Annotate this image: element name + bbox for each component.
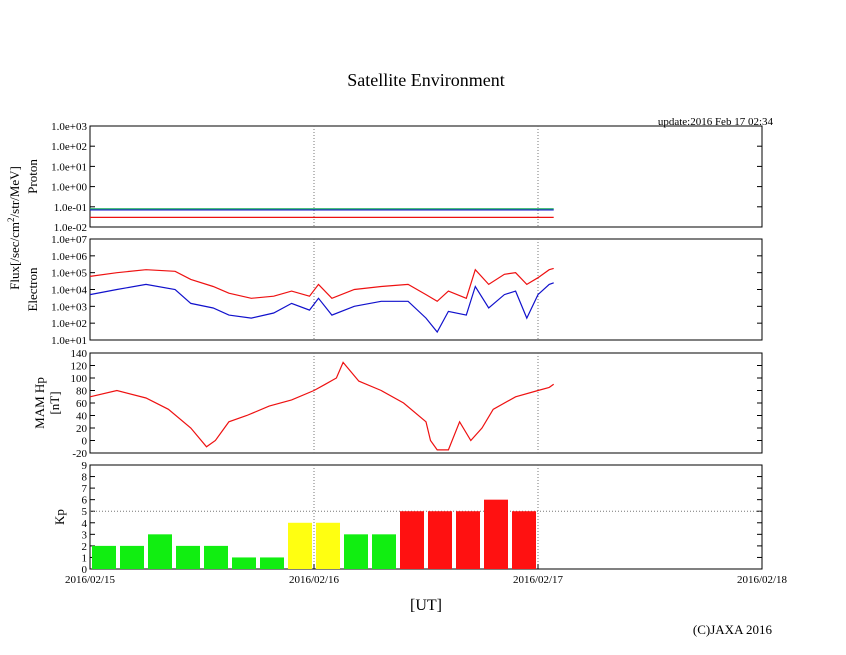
- chart-panels: 1.0e+03 1.0e+02 1.0e+01 1.0e+00 1.0e-01 1.0e-…: [25, 121, 763, 576]
- y-tick-label: 3: [82, 529, 88, 541]
- y-axis-label: Kp: [52, 509, 67, 525]
- y-tick-label: 1.0e+04: [51, 285, 87, 297]
- y-tick-label: 7: [82, 483, 88, 495]
- y-tick-label: 5: [82, 506, 88, 518]
- panel-frame: [89, 125, 763, 228]
- kp-bar: [316, 522, 340, 569]
- y-tick-label: 20: [76, 423, 88, 435]
- y-tick-label: 1: [82, 552, 88, 564]
- kp-bar: [204, 545, 228, 569]
- kp-bar: [400, 511, 424, 569]
- kp-bar: [344, 534, 368, 569]
- panel-frame: [89, 352, 763, 454]
- chart-title: Satellite Environment: [347, 70, 504, 90]
- copyright: (C)JAXA 2016: [693, 622, 773, 637]
- y-tick-label: 1.0e+03: [51, 121, 87, 133]
- flux-axis-label: Flux[/sec/cm2/str/MeV]: [6, 166, 22, 290]
- y-tick-label: 120: [71, 361, 88, 373]
- y-axis-label: MAM Hp: [32, 377, 47, 429]
- kp-bar: [456, 511, 480, 569]
- kp-bar: [120, 545, 144, 569]
- y-tick-label: 1.0e+03: [51, 301, 87, 313]
- y-tick-label: 1.0e+01: [51, 335, 87, 347]
- kp-bar: [232, 557, 256, 569]
- y-axis-unit: [nT]: [47, 391, 62, 414]
- y-tick-label: 1.0e+02: [51, 318, 87, 330]
- kp-bar: [372, 534, 396, 569]
- x-tick-label: 2016/02/16: [289, 574, 340, 586]
- kp-bar: [428, 511, 452, 569]
- y-tick-label: 1.0e+06: [51, 251, 87, 263]
- y-tick-label: 6: [82, 495, 88, 507]
- kp-bar: [512, 511, 536, 569]
- y-tick-label: 2: [82, 541, 88, 553]
- panel-frame: [89, 464, 763, 570]
- x-tick-label: 2016/02/15: [65, 574, 116, 586]
- y-tick-label: 1.0e+00: [51, 182, 87, 194]
- y-tick-label: 1.0e+07: [51, 234, 87, 246]
- y-tick-label: 80: [76, 386, 88, 398]
- update-timestamp: update:2016 Feb 17 02:34: [658, 116, 774, 128]
- y-tick-label: 1.0e+05: [51, 268, 87, 280]
- y-tick-label: -20: [72, 448, 87, 460]
- y-tick-label: 1.0e+01: [51, 161, 87, 173]
- kp-bar: [484, 499, 508, 569]
- kp-bar: [260, 557, 284, 569]
- kp-bar: [176, 545, 200, 569]
- y-axis-label: Electron: [25, 267, 40, 312]
- x-axis-ticks: 2016/02/15 2016/02/16 2016/02/17 2016/02/18: [65, 564, 788, 586]
- y-axis-label: Proton: [25, 159, 40, 194]
- panel-frame: [89, 238, 763, 341]
- panel-2: 1.0e+07 1.0e+06 1.0e+05 1.0e+04 1.0e+03 1.0e+…: [25, 234, 763, 347]
- y-tick-label: 8: [82, 472, 88, 484]
- y-tick-label: 60: [76, 398, 88, 410]
- y-tick-label: 1.0e-01: [54, 202, 87, 214]
- x-axis-label: [UT]: [410, 597, 442, 614]
- series-line-red: [89, 361, 555, 451]
- series-line-blue: [89, 282, 554, 334]
- y-tick-label: 0: [82, 436, 88, 448]
- y-tick-label: 100: [71, 373, 88, 385]
- x-tick-label: 2016/02/18: [737, 574, 788, 586]
- y-tick-label: 4: [82, 518, 88, 530]
- y-tick-label: 1.0e+02: [51, 141, 87, 153]
- y-tick-label: 0: [82, 564, 88, 576]
- series-line-red: [89, 267, 554, 303]
- y-tick-label: 40: [76, 411, 88, 423]
- y-tick-label: 1.0e-02: [54, 222, 87, 234]
- y-tick-label: 140: [71, 348, 88, 360]
- kp-bar: [288, 522, 312, 569]
- kp-bar: [148, 534, 172, 569]
- panel-1: 1.0e+03 1.0e+02 1.0e+01 1.0e+00 1.0e-01 1.0e-…: [25, 121, 763, 234]
- y-tick-label: 9: [82, 460, 88, 472]
- kp-bar: [92, 545, 116, 569]
- x-tick-label: 2016/02/17: [513, 574, 564, 586]
